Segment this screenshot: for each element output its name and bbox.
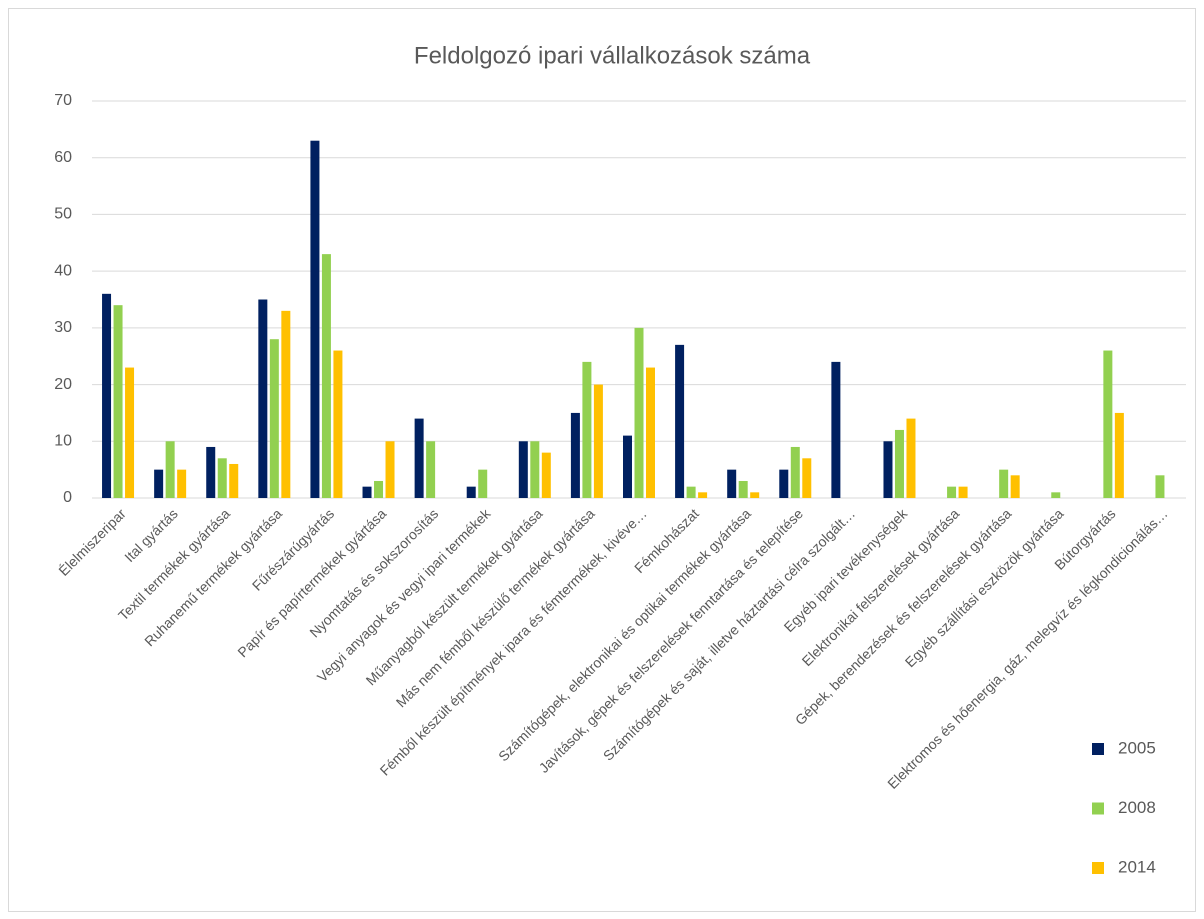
bar <box>333 350 343 498</box>
bar <box>229 463 239 498</box>
bar <box>177 469 187 498</box>
bar <box>779 469 789 498</box>
chart-title: Feldolgozó ipari vállalkozások száma <box>414 42 811 69</box>
bar <box>790 446 800 498</box>
bar <box>414 418 424 498</box>
bar <box>570 412 580 498</box>
bar <box>686 486 696 498</box>
bar <box>362 486 372 498</box>
y-tick-label: 40 <box>54 262 72 279</box>
y-tick-label: 60 <box>54 149 72 166</box>
bar <box>206 446 216 498</box>
bar <box>958 486 968 498</box>
bar <box>426 441 436 498</box>
bar <box>947 486 957 498</box>
bar <box>1114 412 1124 498</box>
bar <box>802 458 812 498</box>
bar <box>906 418 916 498</box>
bar <box>321 254 331 498</box>
bar <box>1051 492 1061 498</box>
bar <box>374 480 384 498</box>
bar <box>258 299 268 498</box>
bar <box>154 469 164 498</box>
bar <box>727 469 737 498</box>
legend-swatch <box>1092 802 1104 815</box>
y-tick-label: 30 <box>54 319 72 336</box>
bar <box>1155 475 1165 498</box>
bar <box>217 458 227 498</box>
bar <box>310 140 320 498</box>
bar <box>518 441 528 498</box>
bar <box>738 480 748 498</box>
bar <box>894 429 904 498</box>
bar <box>385 441 395 498</box>
legend-label: 2005 <box>1118 738 1156 757</box>
bar <box>675 344 685 498</box>
bar <box>698 492 708 498</box>
bar <box>1010 475 1020 498</box>
bar <box>646 367 655 498</box>
bar <box>999 469 1009 498</box>
bar <box>831 361 841 498</box>
bar <box>593 384 603 498</box>
bar <box>623 435 632 498</box>
bar <box>634 327 644 498</box>
bar <box>541 452 551 498</box>
bar <box>165 441 175 498</box>
bar <box>269 339 279 498</box>
bar <box>582 361 592 498</box>
bar <box>113 305 123 498</box>
y-tick-label: 0 <box>63 489 72 506</box>
y-tick-label: 20 <box>54 376 72 393</box>
bar <box>883 441 893 498</box>
y-tick-label: 10 <box>54 433 72 450</box>
bar <box>281 310 291 498</box>
legend-swatch <box>1092 743 1104 755</box>
bar <box>478 469 488 498</box>
bar <box>530 441 540 498</box>
y-tick-label: 50 <box>54 206 72 223</box>
y-tick-label: 70 <box>54 92 72 109</box>
bar <box>750 492 760 498</box>
legend-swatch <box>1092 862 1104 874</box>
bar <box>102 293 112 498</box>
bar <box>466 486 476 498</box>
bar <box>125 367 135 498</box>
legend-label: 2008 <box>1118 798 1156 817</box>
legend-label: 2014 <box>1118 857 1156 876</box>
bar <box>1103 350 1113 498</box>
